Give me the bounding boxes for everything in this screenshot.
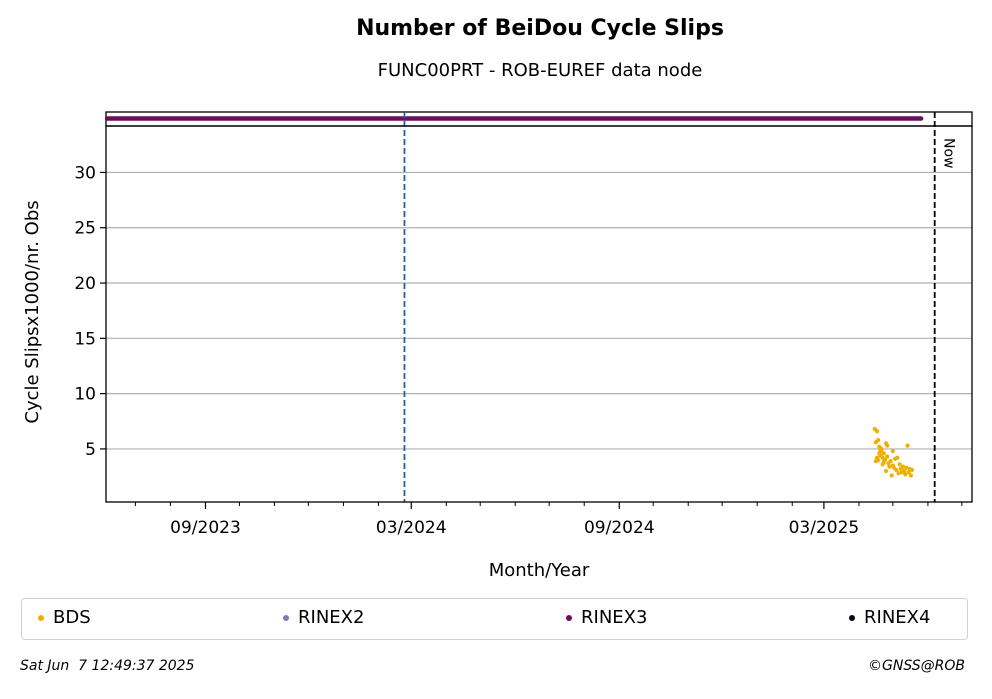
- data-point-bds: [903, 472, 908, 477]
- legend-item-rinex3: RINEX3: [566, 607, 647, 628]
- footer-timestamp: Sat Jun 7 12:49:37 2025: [20, 658, 195, 674]
- legend-marker-rinex4: [849, 614, 855, 621]
- legend-item-rinex4: RINEX4: [849, 607, 930, 628]
- y-tick-label: 30: [74, 163, 96, 183]
- data-point-bds: [906, 470, 911, 475]
- legend-label-rinex2: RINEX2: [298, 607, 365, 628]
- now-label: Now: [941, 138, 957, 169]
- legend-item-rinex2: RINEX2: [283, 607, 364, 628]
- x-tick-label: 03/2024: [376, 518, 447, 538]
- y-tick-label: 20: [74, 274, 96, 294]
- legend-marker-bds: [38, 614, 44, 621]
- y-tick-label: 5: [85, 440, 96, 460]
- data-point-bds: [890, 449, 895, 454]
- chart-subtitle: FUNC00PRT - ROB-EUREF data node: [377, 60, 703, 81]
- data-point-bds: [887, 464, 892, 469]
- legend-label-rinex3: RINEX3: [581, 607, 648, 628]
- y-axis-label: Cycle Slipsx1000/nr. Obs: [22, 200, 43, 423]
- data-point-bds: [883, 468, 889, 474]
- legend-marker-rinex3: [566, 614, 572, 621]
- y-tick-label: 15: [74, 329, 96, 349]
- y-tick-label: 10: [74, 385, 96, 405]
- footer-copyright: ©GNSS@ROB: [868, 658, 965, 674]
- legend: BDS RINEX2 RINEX3 RINEX4: [21, 598, 968, 640]
- data-point-bds: [885, 443, 890, 448]
- y-tick-label: 25: [74, 219, 96, 239]
- data-point-bds: [897, 462, 902, 467]
- data-point-bds: [908, 473, 914, 478]
- data-point-bds: [904, 465, 909, 470]
- legend-item-bds: BDS: [38, 607, 91, 628]
- data-point-bds: [905, 443, 910, 448]
- x-axis-label: Month/Year: [489, 560, 590, 581]
- data-point-bds: [888, 458, 893, 464]
- plot-frame: [105, 125, 973, 503]
- chart-canvas: Now 5 10 15 20 25 30 09/2023 03/2024 09/2024 03/20…: [22, 111, 973, 581]
- legend-label-rinex4: RINEX4: [864, 607, 931, 628]
- data-point-bds: [909, 467, 915, 473]
- data-point-bds: [874, 429, 880, 434]
- data-point-bds: [900, 464, 906, 469]
- data-point-bds: [889, 473, 894, 478]
- data-point-bds: [902, 468, 907, 474]
- x-tick-label: 03/2025: [789, 518, 860, 538]
- x-tick-label: 09/2023: [170, 518, 241, 538]
- data-point-bds: [882, 457, 888, 463]
- legend-marker-rinex2: [283, 614, 289, 621]
- x-tick-label: 09/2024: [584, 518, 655, 538]
- data-point-bds: [876, 437, 881, 443]
- data-point-bds: [895, 455, 900, 460]
- data-point-bds: [876, 457, 881, 463]
- data-point-bds: [885, 454, 890, 459]
- data-point-bds: [896, 471, 901, 476]
- data-point-bds: [894, 467, 899, 473]
- chart-title: Number of BeiDou Cycle Slips: [356, 16, 724, 41]
- data-point-bds: [881, 451, 886, 456]
- legend-label-bds: BDS: [53, 607, 91, 628]
